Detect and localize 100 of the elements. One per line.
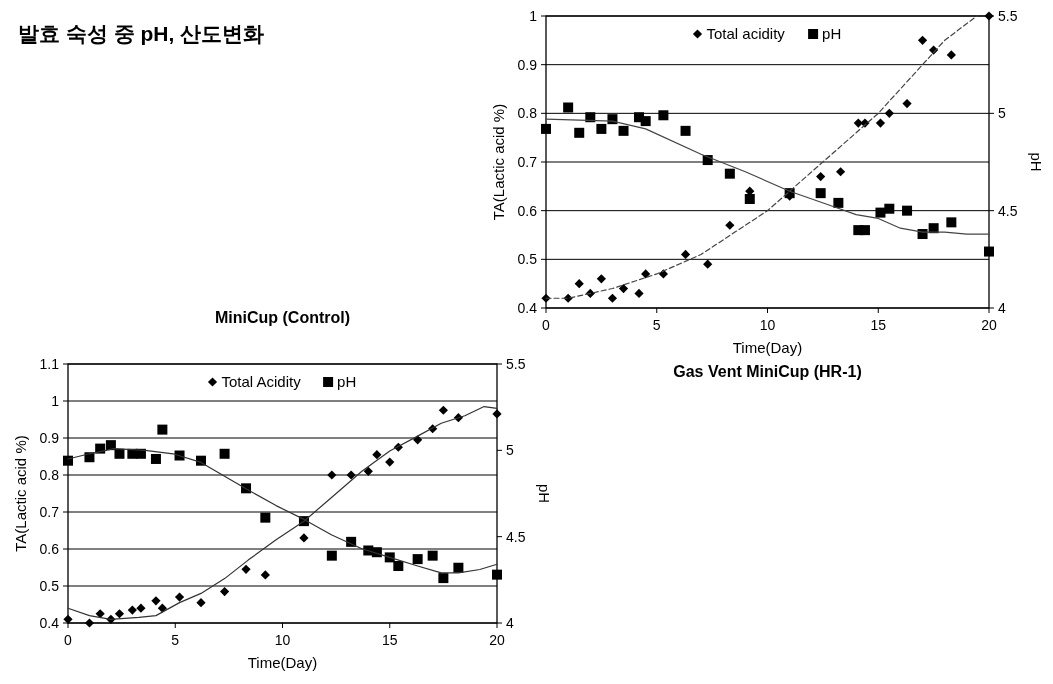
- point: [260, 570, 270, 580]
- point: [95, 609, 105, 619]
- y2-tick-label: 5.5: [506, 356, 526, 372]
- point: [492, 569, 502, 580]
- point: [984, 246, 994, 257]
- point: [157, 424, 168, 435]
- y2-axis-title: pH: [1028, 152, 1045, 172]
- x-tick-label: 10: [759, 317, 776, 333]
- point: [127, 605, 137, 615]
- point: [574, 279, 584, 289]
- x-tick-label: 20: [981, 317, 997, 333]
- point: [902, 205, 913, 216]
- y2-tick-label: 5: [998, 105, 1006, 122]
- point: [658, 110, 669, 121]
- point: [260, 512, 271, 523]
- point: [902, 99, 912, 109]
- y-tick-label: 1.1: [39, 356, 60, 372]
- point: [853, 118, 863, 128]
- point: [150, 453, 161, 464]
- chart-title: MiniCup (Control): [214, 309, 351, 326]
- point: [585, 112, 596, 123]
- point: [327, 470, 337, 480]
- y-axis-title: TA(Lactic acid %): [490, 103, 507, 221]
- x-tick-label: 5: [171, 632, 180, 648]
- point: [884, 203, 895, 214]
- y-tick-label: 1: [529, 8, 538, 24]
- y2-axis-title: pH: [536, 483, 553, 504]
- point: [219, 448, 230, 459]
- point: [833, 197, 844, 208]
- point: [884, 108, 894, 118]
- point: [618, 125, 629, 136]
- point: [563, 102, 574, 113]
- point: [196, 598, 206, 608]
- point: [363, 466, 373, 476]
- point: [618, 283, 629, 294]
- y2-tick-label: 4: [998, 300, 1006, 316]
- point: [946, 50, 956, 60]
- point: [641, 269, 651, 279]
- text: Gas Vent MiniCup (HR-1): [673, 363, 862, 380]
- point: [875, 118, 886, 128]
- point: [680, 125, 691, 136]
- point: [541, 123, 551, 134]
- y-tick-label: 0.4: [517, 300, 538, 316]
- point: [136, 603, 146, 613]
- y-tick-label: 0.8: [517, 105, 538, 122]
- point: [427, 550, 438, 561]
- point: [596, 274, 606, 284]
- x-tick-label: 0: [542, 317, 551, 333]
- point: [836, 167, 846, 177]
- legend-label: pH: [822, 25, 842, 42]
- y-tick-label: 0.6: [517, 202, 538, 219]
- point: [413, 435, 423, 445]
- y-tick-label: 0.5: [517, 251, 538, 268]
- point: [63, 455, 73, 466]
- point: [744, 193, 755, 204]
- y2-tick-label: 5: [506, 442, 514, 459]
- y2-tick-label: 4.5: [998, 202, 1018, 219]
- point: [151, 596, 161, 606]
- point: [299, 533, 309, 543]
- point: [703, 259, 713, 269]
- point: [372, 450, 382, 460]
- y2-tick-label: 4.5: [506, 528, 526, 545]
- point: [875, 207, 886, 218]
- point: [393, 561, 404, 572]
- x-tick-label: 20: [489, 632, 505, 648]
- legend-label: pH: [337, 373, 357, 390]
- point: [724, 168, 735, 179]
- text: 발효 숙성 중 pH, 산도변화: [18, 22, 265, 45]
- x-tick-label: 10: [274, 632, 291, 648]
- y-tick-label: 0.7: [517, 154, 538, 170]
- x-tick-label: 5: [652, 317, 661, 333]
- point: [385, 457, 395, 467]
- y-tick-label: 1: [51, 393, 60, 409]
- point: [453, 562, 464, 573]
- legend-label: Total acidity: [706, 25, 786, 42]
- point: [492, 409, 502, 419]
- point: [596, 123, 607, 134]
- point: [114, 609, 125, 619]
- x-tick-label: 0: [64, 632, 73, 648]
- y-tick-label: 0.9: [39, 430, 60, 446]
- y2-tick-label: 5.5: [998, 8, 1018, 24]
- point: [219, 586, 230, 597]
- point: [84, 618, 95, 628]
- y-axis-title: TA(Lactic acid %): [12, 435, 29, 552]
- point: [725, 220, 735, 230]
- point: [574, 127, 585, 138]
- point: [859, 225, 870, 236]
- point: [174, 592, 185, 602]
- y-tick-label: 0.8: [39, 467, 60, 483]
- point: [114, 448, 125, 459]
- x-tick-label: 15: [870, 317, 887, 333]
- point: [157, 603, 167, 613]
- point: [412, 554, 423, 565]
- point: [438, 573, 449, 584]
- point: [241, 564, 251, 574]
- y-tick-label: 0.4: [39, 615, 60, 631]
- x-axis-title: Time(Day): [247, 654, 318, 671]
- point: [815, 188, 826, 199]
- point: [438, 405, 448, 415]
- x-tick-label: 15: [381, 632, 398, 648]
